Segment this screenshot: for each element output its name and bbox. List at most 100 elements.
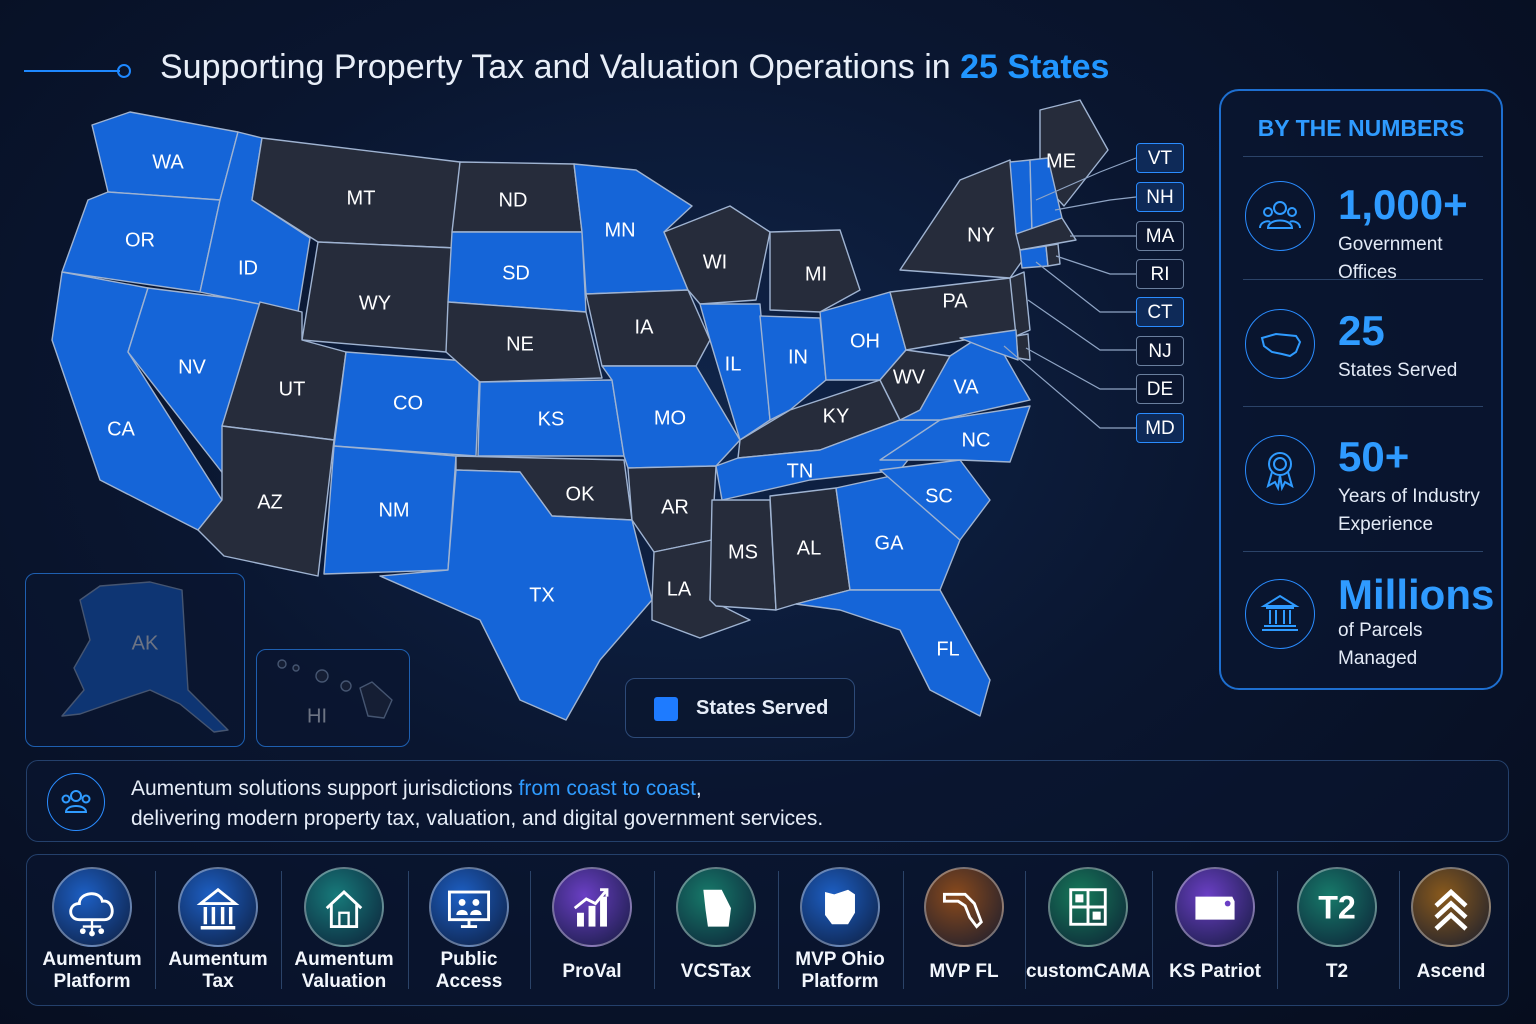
state-label-tn: TN	[787, 460, 814, 482]
state-label-mt: MT	[347, 187, 376, 209]
state-sc	[879, 459, 991, 541]
product-ascend[interactable]: Ascend	[1389, 855, 1513, 1005]
product-name: Aumentum Tax	[168, 949, 268, 992]
note-highlight: from coast to coast	[518, 777, 696, 800]
people-group-icon	[47, 773, 105, 831]
product-separator	[1152, 871, 1153, 989]
government-building-icon	[1245, 579, 1315, 649]
state-label-nm: NM	[378, 499, 409, 521]
state-label-ne: NE	[506, 333, 534, 355]
state-ia	[585, 289, 711, 367]
state-fl	[795, 589, 991, 717]
product-separator	[1399, 871, 1400, 989]
state-label-ia: IA	[635, 316, 655, 338]
product-name: Aumentum Valuation	[294, 949, 394, 992]
state-label-il: IL	[725, 353, 742, 375]
product-name: MVP FL	[929, 961, 999, 982]
product-public-access[interactable]: Public Access	[407, 855, 531, 1005]
legend-swatch	[654, 697, 678, 721]
panel-divider	[1243, 406, 1483, 407]
product-separator	[281, 871, 282, 989]
stat-value: 25	[1338, 307, 1385, 354]
product-name: KS Patriot	[1169, 961, 1261, 982]
product-name: Aumentum Platform	[42, 949, 142, 992]
callout-md: MD	[1136, 413, 1184, 443]
title-accent-dot	[117, 64, 131, 78]
product-aumentum-valuation[interactable]: Aumentum Valuation	[282, 855, 406, 1005]
state-ne	[445, 301, 603, 383]
state-label-nc: NC	[962, 429, 991, 451]
state-label-oh: OH	[850, 330, 880, 352]
legend-label: States Served	[696, 697, 829, 719]
product-separator	[1025, 871, 1026, 989]
stat-value: 1,000+	[1338, 181, 1468, 228]
ohio-map-icon	[800, 867, 880, 947]
state-mi	[769, 229, 861, 313]
product-t2[interactable]: T2 T2	[1275, 855, 1399, 1005]
product-separator	[654, 871, 655, 989]
product-proval[interactable]: ProVal	[530, 855, 654, 1005]
state-md	[959, 329, 1019, 361]
state-label-me: ME	[1046, 150, 1076, 172]
alaska-inset	[25, 573, 245, 747]
product-separator	[530, 871, 531, 989]
state-label-id: ID	[238, 257, 258, 279]
state-label-wv: WV	[893, 366, 926, 388]
state-label-la: LA	[667, 578, 692, 600]
product-ks-patriot[interactable]: KS Patriot	[1153, 855, 1277, 1005]
state-label-sc: SC	[925, 485, 953, 507]
t2-text-icon: T2	[1297, 867, 1377, 947]
note-suffix: ,	[695, 777, 702, 800]
state-ny	[899, 159, 1031, 279]
callout-nh: NH	[1136, 182, 1184, 212]
by-the-numbers-panel: BY THE NUMBERS 1,000+ Government Offices…	[1219, 89, 1503, 690]
state-label-nd: ND	[499, 189, 528, 211]
product-customcama[interactable]: customCAMA	[1026, 855, 1151, 1005]
product-separator	[1277, 871, 1278, 989]
panel-divider	[1243, 156, 1483, 157]
people-screen-icon	[429, 867, 509, 947]
state-wi	[663, 205, 771, 305]
product-mvp-ohio-platform[interactable]: MVP Ohio Platform	[778, 855, 902, 1005]
people-group-icon	[1245, 181, 1315, 251]
state-label-ut: UT	[279, 378, 306, 400]
map-legend: States Served	[625, 678, 855, 738]
page-title: Supporting Property Tax and Valuation Op…	[160, 48, 1109, 87]
state-label-ms: MS	[728, 541, 758, 563]
product-aumentum-tax[interactable]: Aumentum Tax	[156, 855, 280, 1005]
stat-parcels: Millions of Parcels Managed	[1243, 571, 1494, 697]
product-bar: Aumentum Platform Aumentum Tax Aumentum Valua…	[26, 854, 1509, 1006]
state-ct	[1019, 245, 1049, 269]
chevrons-up-icon	[1411, 867, 1491, 947]
state-label-ok: OK	[566, 483, 596, 505]
state-label-az: AZ	[257, 491, 283, 513]
state-label-wy: WY	[359, 292, 391, 314]
state-in	[759, 315, 827, 421]
product-vcstax[interactable]: VCSTax	[654, 855, 778, 1005]
stat-label: States Served	[1338, 360, 1458, 381]
product-separator	[408, 871, 409, 989]
title-accent-line	[24, 70, 120, 72]
product-separator	[778, 871, 779, 989]
state-label-pa: PA	[942, 290, 968, 312]
product-separator	[155, 871, 156, 989]
stat-label: Government Offices	[1338, 234, 1443, 283]
state-label-ny: NY	[967, 224, 995, 246]
state-label-ga: GA	[875, 532, 905, 554]
panel-title: BY THE NUMBERS	[1257, 115, 1465, 141]
grid-blocks-icon	[1048, 867, 1128, 947]
callout-ct: CT	[1136, 297, 1184, 327]
product-name: customCAMA	[1026, 961, 1151, 982]
note-line-2: delivering modern property tax, valuatio…	[131, 807, 824, 830]
panel-divider	[1243, 279, 1483, 280]
note-line-1: Aumentum solutions support jurisdictions…	[131, 777, 702, 801]
state-label-mi: MI	[805, 263, 827, 285]
state-or	[61, 191, 221, 293]
product-aumentum-platform[interactable]: Aumentum Platform	[30, 855, 154, 1005]
product-name: T2	[1325, 961, 1349, 982]
stat-experience: 50+ Years of Industry Experience	[1243, 433, 1483, 553]
callout-de: DE	[1136, 374, 1184, 404]
state-il	[699, 303, 771, 441]
house-icon	[304, 867, 384, 947]
product-mvp-fl[interactable]: MVP FL	[902, 855, 1026, 1005]
